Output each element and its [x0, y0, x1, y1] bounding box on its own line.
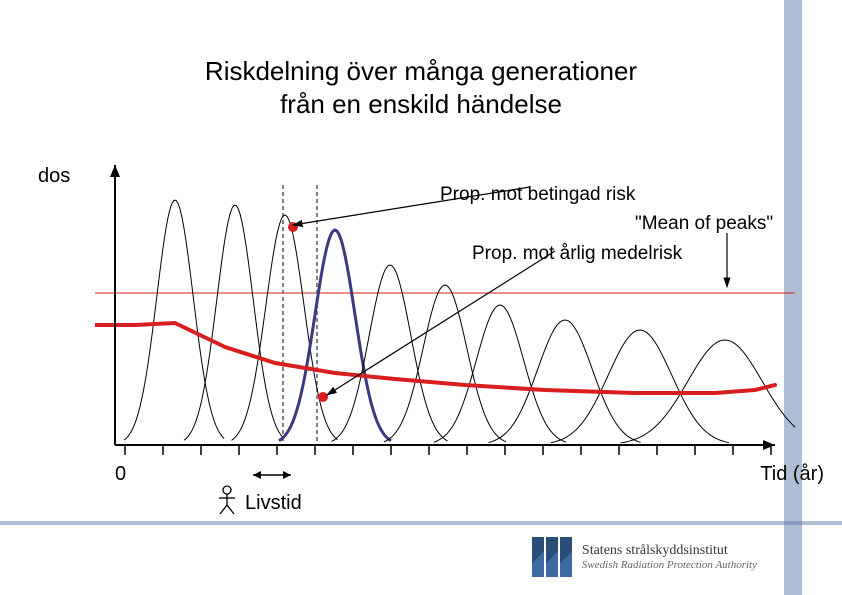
annotation-arlig-medelrisk: Prop. mot årlig medelrisk	[472, 243, 682, 265]
x-axis-zero: 0	[115, 463, 126, 486]
logo-icon	[532, 537, 572, 577]
annotation-mean-of-peaks: "Mean of peaks"	[635, 213, 773, 235]
title-line-2: från en enskild händelse	[280, 89, 562, 119]
x-axis-label: Tid (år)	[760, 463, 824, 486]
slide: Riskdelning över många generationer från…	[0, 0, 842, 595]
logo-text: Statens strålskyddsinstitut Swedish Radi…	[582, 543, 757, 570]
footer-logo: Statens strålskyddsinstitut Swedish Radi…	[532, 537, 757, 577]
person-icon	[216, 485, 238, 520]
logo-line-2: Swedish Radiation Protection Authority	[582, 559, 757, 571]
livstid-label: Livstid	[245, 492, 302, 515]
logo-line-1: Statens strålskyddsinstitut	[582, 543, 757, 558]
title-line-1: Riskdelning över många generationer	[205, 56, 637, 86]
slide-title: Riskdelning över många generationer från…	[0, 55, 842, 120]
chart	[95, 165, 775, 465]
y-axis-label: dos	[38, 165, 70, 188]
footer-divider	[0, 521, 842, 525]
annotation-betingad-risk: Prop. mot betingad risk	[440, 184, 635, 206]
